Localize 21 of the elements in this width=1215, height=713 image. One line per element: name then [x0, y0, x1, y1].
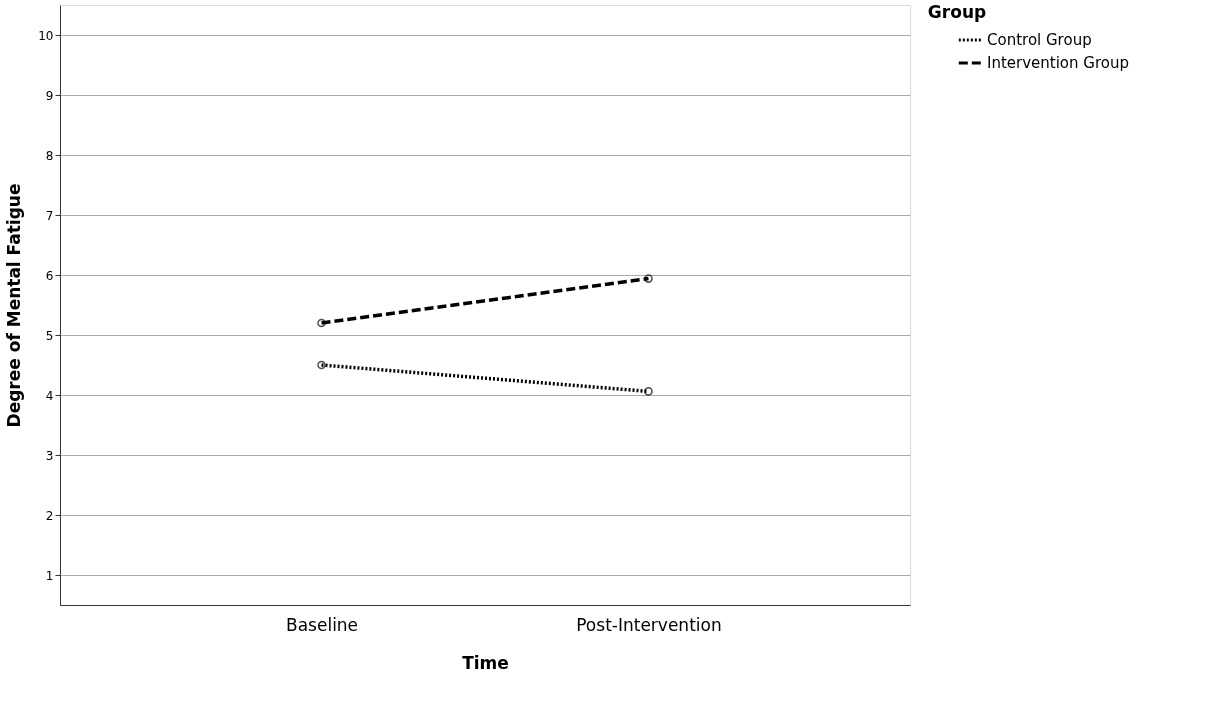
y-tick-label: 7: [45, 208, 54, 223]
y-tick-label: 8: [45, 148, 54, 163]
x-axis-title: Time: [462, 652, 509, 673]
y-tick-label: 6: [45, 268, 54, 283]
point: [644, 387, 653, 396]
y-tick-label: 3: [45, 448, 54, 463]
legend-label: Intervention Group: [987, 54, 1129, 72]
y-tick-label: 4: [45, 388, 54, 403]
y-tick-label: 2: [45, 508, 54, 523]
y-tick-label: 5: [45, 328, 54, 343]
y-tick-label: 9: [45, 88, 54, 103]
legend-label: Control Group: [987, 31, 1092, 49]
legend-title: Group: [927, 2, 987, 22]
x-tick-label: Post-Intervention: [576, 614, 722, 635]
y-tick-label: 10: [38, 28, 54, 43]
point: [317, 318, 326, 328]
x-tick-label: Baseline: [286, 614, 359, 635]
point: [317, 360, 326, 370]
y-axis-title: Degree of Mental Fatigue: [4, 183, 25, 428]
y-tick-label: 1: [45, 568, 54, 583]
point: [644, 274, 653, 283]
